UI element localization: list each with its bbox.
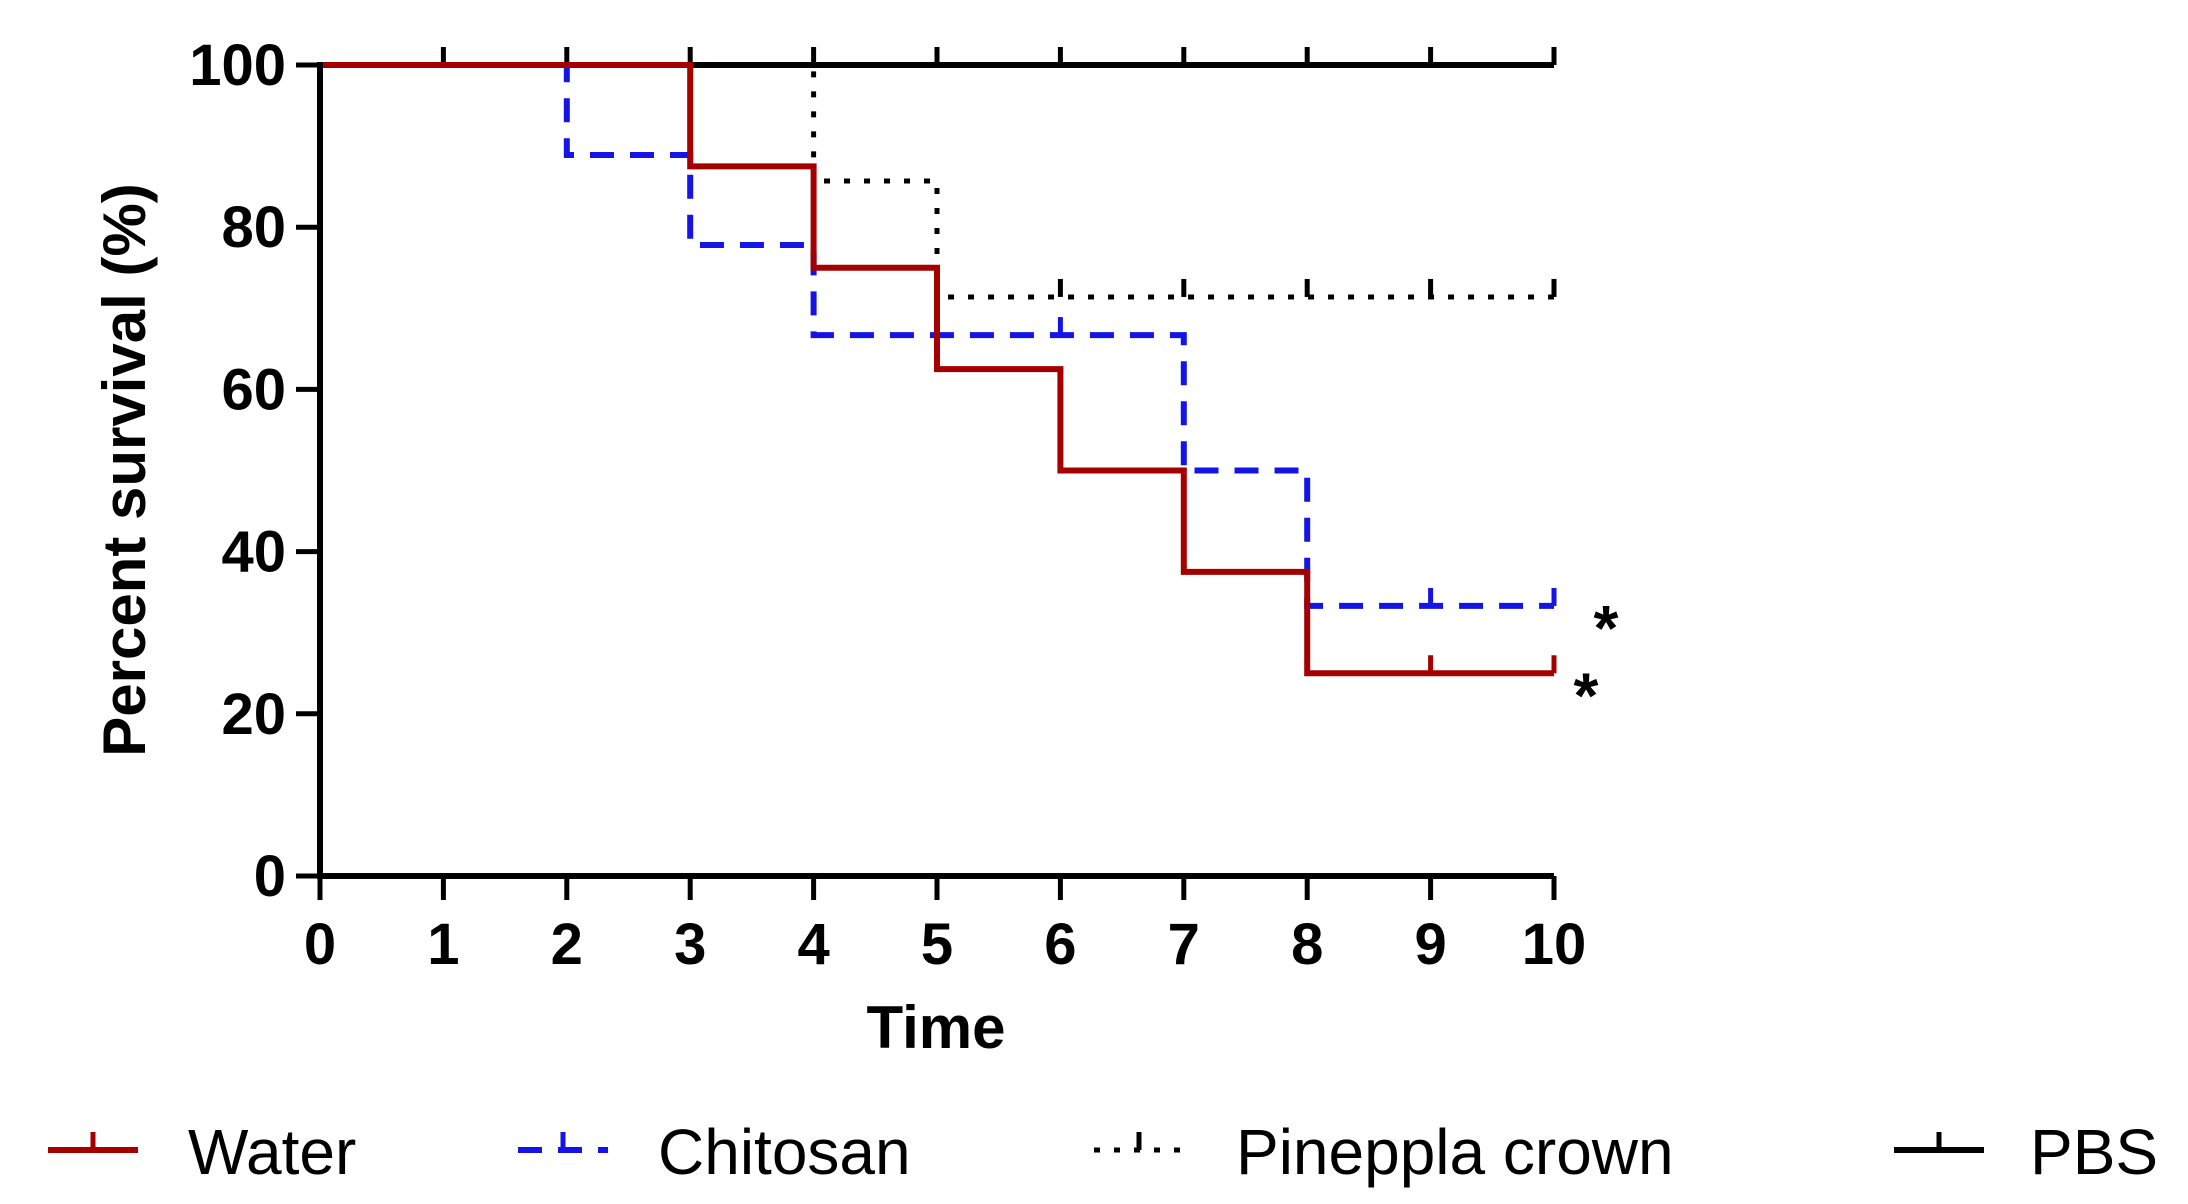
x-tick-label: 2	[551, 912, 583, 977]
legend-label: Water	[188, 1116, 356, 1188]
x-tick-label: 1	[427, 912, 459, 977]
significance-marker: *	[1574, 659, 1599, 731]
significance-marker: *	[1594, 592, 1619, 664]
y-tick-label: 80	[221, 195, 286, 260]
series-group: **	[320, 47, 1619, 731]
y-tick-label: 20	[221, 682, 286, 747]
y-tick-label: 60	[221, 357, 286, 422]
legend-label: PBS	[2030, 1116, 2158, 1188]
x-tick-label: 7	[1168, 912, 1200, 977]
y-tick-label: 0	[254, 844, 286, 909]
y-axis-title: Percent survival (%)	[91, 183, 158, 757]
series-water: *	[320, 62, 1599, 731]
x-tick-label: 8	[1291, 912, 1323, 977]
y-tick-label: 100	[189, 33, 286, 98]
series-pineppla-crown	[320, 62, 1557, 300]
x-axis-title: Time	[867, 994, 1006, 1061]
x-tick-label: 3	[674, 912, 706, 977]
labels: Time Percent survival (%)	[91, 183, 1005, 1061]
legend-label: Chitosan	[658, 1116, 911, 1188]
x-tick-label: 4	[797, 912, 829, 977]
x-tick-label: 0	[304, 912, 336, 977]
legend-item-water: Water	[48, 1116, 356, 1188]
x-tick-label: 10	[1522, 912, 1587, 977]
y-tick-label: 40	[221, 520, 286, 585]
series-line-chitosan	[320, 62, 1554, 609]
series-line-water	[320, 62, 1554, 677]
legend-item-pbs: PBS	[1894, 1116, 2158, 1188]
series-line-pineppla-crown	[320, 62, 1554, 300]
legend: Water Chitosan Pineppla crown PBS	[48, 1116, 2158, 1188]
x-tick-label: 5	[921, 912, 953, 977]
x-tick-label: 9	[1414, 912, 1446, 977]
legend-item-chitosan: Chitosan	[518, 1116, 911, 1188]
series-chitosan: *	[320, 62, 1619, 664]
legend-item-pineppla-crown: Pineppla crown	[1094, 1116, 1674, 1188]
legend-label: Pineppla crown	[1236, 1116, 1674, 1188]
x-tick-label: 6	[1044, 912, 1076, 977]
